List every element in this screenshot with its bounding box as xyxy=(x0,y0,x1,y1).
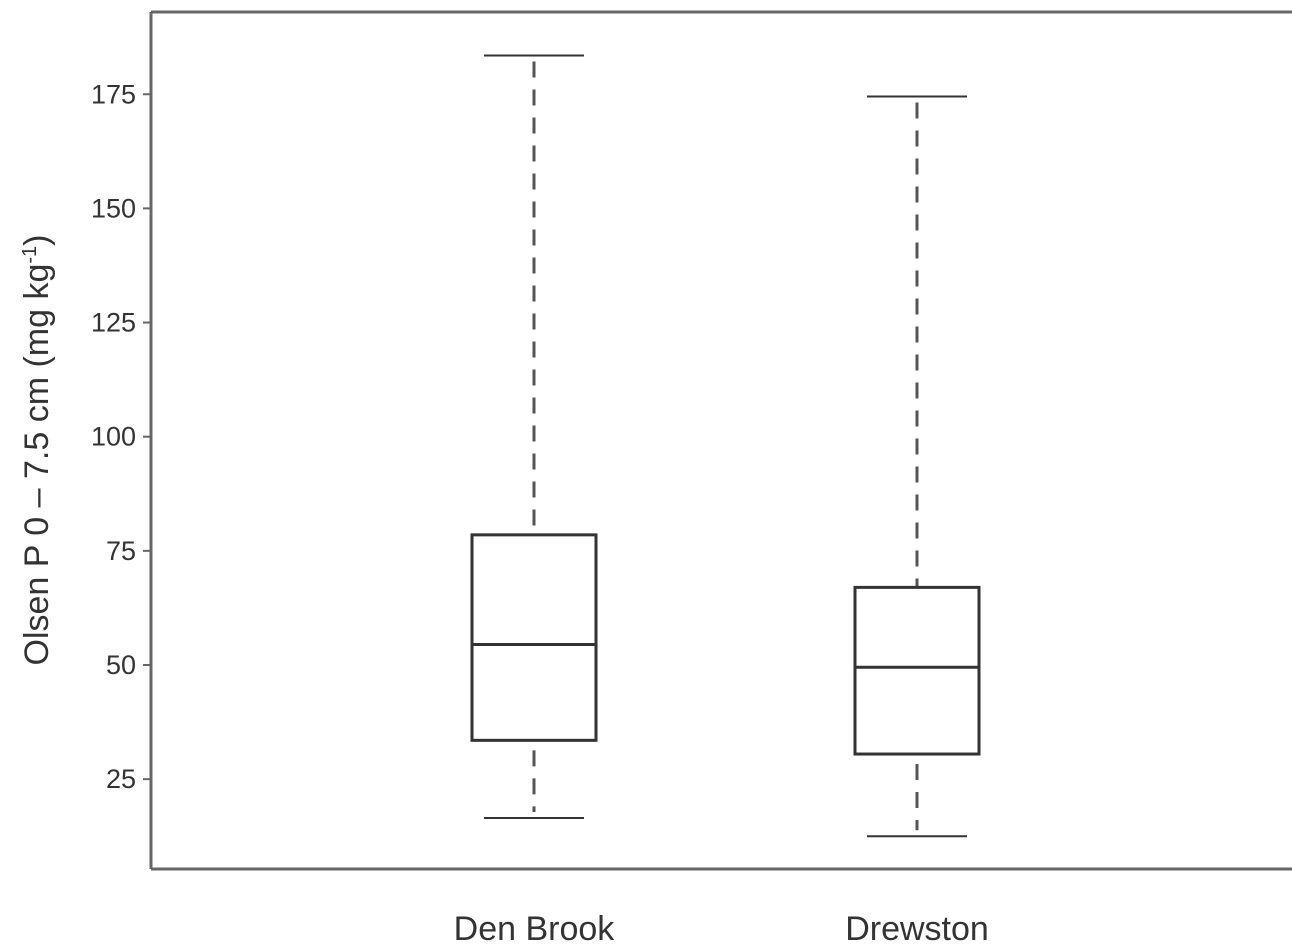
y-tick-label: 125 xyxy=(91,308,136,338)
x-category-label: Drewston xyxy=(845,910,989,944)
y-tick-label: 25 xyxy=(106,764,136,794)
interquartile-box xyxy=(853,585,981,756)
y-tick-label: 50 xyxy=(106,650,136,680)
interquartile-box xyxy=(470,533,598,742)
x-axis-category-labels: Den Brook Drewston xyxy=(454,910,989,944)
box-series xyxy=(470,54,981,838)
y-tick-label: 175 xyxy=(91,79,136,109)
x-category-label: Den Brook xyxy=(454,910,616,944)
y-tick-label: 100 xyxy=(91,422,136,452)
y-axis-ticks: 25 50 75 100 125 150 175 xyxy=(91,79,151,794)
y-tick-label: 75 xyxy=(106,536,136,566)
box-den-brook xyxy=(470,54,598,819)
y-axis-label: Olsen P 0 – 7.5 cm (mg kg-1) xyxy=(18,235,56,666)
y-tick-label: 150 xyxy=(91,193,136,223)
plot-frame xyxy=(149,10,1292,871)
box-drewston xyxy=(853,95,981,838)
